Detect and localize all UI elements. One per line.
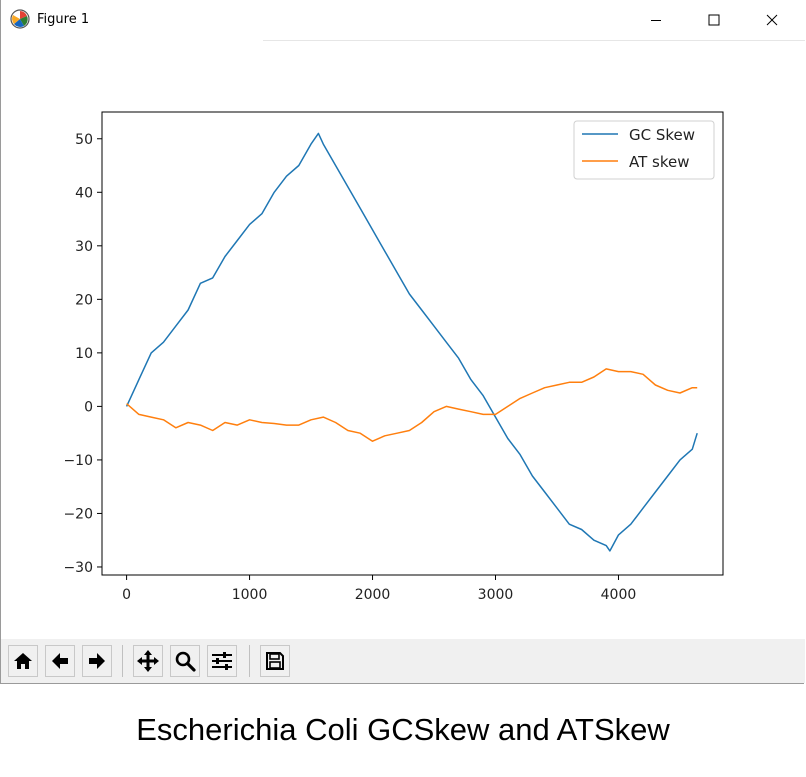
- series-line-gc-skew: [125, 132, 698, 552]
- zoom-button[interactable]: [170, 645, 200, 677]
- close-button[interactable]: [743, 0, 801, 40]
- legend-label-gc-skew: GC Skew: [629, 126, 695, 144]
- axes-frame: [101, 111, 724, 576]
- series-line-at-skew: [126, 368, 698, 442]
- y-tick-label: 50: [75, 132, 93, 148]
- x-axis: 0 1000 2000 3000 4000: [122, 575, 636, 603]
- floppy-disk-icon: [266, 652, 284, 670]
- y-axis: −30 −20 −10 0 10 20 30 40 50: [63, 132, 102, 576]
- y-tick-label: −20: [63, 506, 93, 522]
- y-tick-label: −30: [63, 560, 93, 576]
- arrow-right-icon: [89, 653, 105, 669]
- home-icon: [14, 653, 32, 669]
- forward-button[interactable]: [82, 645, 112, 677]
- figure-caption: Escherichia Coli GCSkew and ATSkew: [136, 712, 670, 747]
- y-tick-label: 40: [75, 185, 93, 201]
- y-tick-label: 10: [75, 346, 93, 362]
- y-tick-label: 0: [84, 399, 93, 415]
- maximize-button[interactable]: [685, 0, 743, 40]
- pan-button[interactable]: [133, 645, 163, 677]
- navigation-toolbar: [1, 639, 805, 683]
- sliders-icon: [212, 652, 232, 670]
- home-button[interactable]: [8, 645, 38, 677]
- window-title: Figure 1: [37, 12, 90, 27]
- maximize-icon: [708, 14, 720, 26]
- y-tick-label: 30: [75, 239, 93, 255]
- y-tick-label: 20: [75, 292, 93, 308]
- toolbar-separator: [249, 645, 250, 677]
- save-button[interactable]: [260, 645, 290, 677]
- chart: 0 1000 2000 3000 4000 −30 −20 −10 0 10 20 30 40 50 G…: [63, 111, 724, 603]
- x-tick-label: 3000: [478, 587, 514, 603]
- x-tick-label: 1000: [232, 587, 268, 603]
- legend-label-at-skew: AT skew: [629, 153, 690, 171]
- arrow-left-icon: [52, 653, 68, 669]
- x-tick-label: 0: [122, 587, 131, 603]
- x-tick-label: 2000: [355, 587, 391, 603]
- x-tick-label: 4000: [601, 587, 637, 603]
- figure-canvas[interactable]: 0 1000 2000 3000 4000 −30 −20 −10 0 10 20 30 40 50 G…: [1, 41, 805, 639]
- matplotlib-logo-icon: [10, 9, 30, 29]
- legend: GC Skew AT skew: [573, 120, 715, 180]
- magnifier-icon: [175, 651, 196, 672]
- title-bar-divider: [263, 40, 805, 41]
- toolbar-separator: [122, 645, 123, 677]
- back-button[interactable]: [45, 645, 75, 677]
- legend-box: [573, 120, 715, 180]
- title-bar: Figure 1: [1, 0, 805, 41]
- minimize-button[interactable]: [627, 0, 685, 40]
- minimize-icon: [651, 20, 661, 21]
- y-tick-label: −10: [63, 453, 93, 469]
- configure-subplots-button[interactable]: [207, 645, 237, 677]
- plot-lines: [125, 132, 698, 552]
- figure-window: Figure 1 0 1000 2000 3000 4000 −30 −20 −10 0 10 2…: [0, 0, 805, 684]
- close-icon: [766, 14, 778, 26]
- move-arrows-icon: [137, 650, 159, 672]
